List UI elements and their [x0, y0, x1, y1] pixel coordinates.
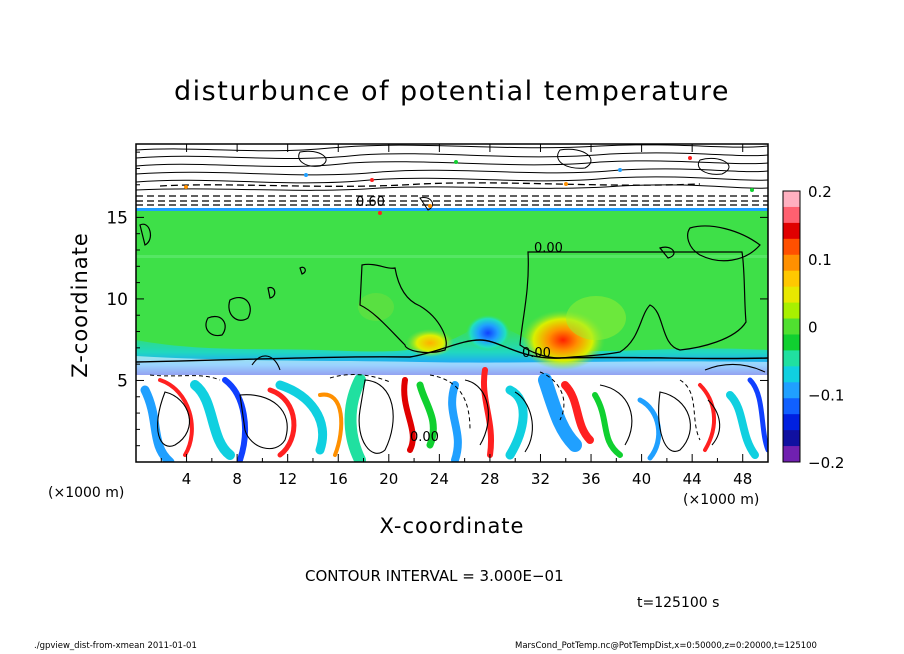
chart-title: disturbunce of potential temperature — [174, 76, 730, 107]
colorbar-swatch — [783, 270, 800, 288]
x-tick-label: 4 — [182, 470, 192, 488]
colorbar-swatch — [783, 286, 800, 304]
colorbar-swatch — [783, 430, 800, 447]
colorbar-tick-label: −0.2 — [808, 454, 844, 472]
contour-label-0.00-a: 0.00 — [534, 241, 563, 256]
colorbar-swatch — [783, 302, 800, 320]
colorbar-swatch — [783, 414, 800, 431]
lower-region-filaments — [140, 367, 768, 462]
colorbar-swatch — [783, 206, 800, 224]
mid-contours — [139, 223, 761, 359]
x-tick-label: 32 — [531, 470, 550, 488]
colorbar-tick-label: 0 — [808, 319, 818, 337]
colorbar-swatch — [783, 334, 800, 351]
y-tick-label: 5 — [117, 371, 128, 391]
contour-label-0.00-c: 0.00 — [410, 430, 439, 445]
x-unit-label-left: (×1000 m) — [48, 485, 125, 501]
colorbar-swatch — [783, 382, 800, 399]
x-unit-label-right: (×1000 m) — [683, 492, 760, 508]
x-tick-label: 12 — [278, 470, 297, 488]
colorbar-swatch — [783, 222, 800, 240]
colorbar-swatch — [783, 191, 800, 208]
heatmap-field — [136, 144, 768, 462]
x-tick-label: 8 — [232, 470, 242, 488]
lower-contours — [157, 355, 766, 454]
colorbar-swatch — [783, 446, 800, 463]
x-tick-label: 40 — [632, 470, 651, 488]
footer-script-name: ./gpview_dist-from-xmean 2011-01-01 — [34, 641, 197, 651]
colorbar: 0.2 0.1 0 −0.1 −0.2 — [782, 183, 844, 472]
colorbar-swatch — [783, 318, 800, 335]
colorbar-tick-label: 0.1 — [808, 251, 832, 269]
x-tick-label: 28 — [480, 470, 499, 488]
x-tick-label: 44 — [683, 470, 702, 488]
y-tick-label: 15 — [106, 208, 128, 228]
boundary-contour — [136, 339, 768, 363]
colorbar-swatch — [783, 254, 800, 272]
x-axis-label: X-coordinate — [379, 514, 525, 538]
colorbar-tick-label: −0.1 — [808, 386, 844, 404]
x-tick-label: 24 — [430, 470, 449, 488]
x-tick-label: 16 — [329, 470, 348, 488]
upper-specks — [184, 156, 754, 215]
x-tick-label: 48 — [733, 470, 752, 488]
upper-contours — [136, 144, 768, 211]
contour-label-0.60: 0.60 — [356, 195, 385, 210]
upper-contours-dashed — [136, 182, 768, 206]
colorbar-frame — [782, 190, 801, 463]
x-axis-ticks: 4 8 12 16 20 24 28 32 36 40 44 48 — [160, 144, 752, 488]
colorbar-swatch — [783, 366, 800, 383]
footer-data-source: MarsCond_PotTemp.nc@PotTempDist,x=0:5000… — [515, 641, 817, 651]
y-tick-label: 10 — [106, 290, 128, 310]
contour-label-0.00-b: 0.00 — [522, 346, 551, 361]
contour-interval-text: CONTOUR INTERVAL = 3.000E−01 — [305, 567, 564, 585]
plot-frame — [135, 143, 769, 463]
time-text: t=125100 s — [637, 595, 720, 611]
lower-contours-dashed — [149, 371, 701, 441]
x-tick-label: 36 — [581, 470, 600, 488]
x-tick-label: 20 — [379, 470, 398, 488]
colorbar-swatch — [783, 350, 800, 367]
y-axis-ticks: 5 10 15 — [106, 151, 768, 447]
colorbar-swatch — [783, 238, 800, 256]
colorbar-swatch — [783, 398, 800, 415]
colorbar-tick-label: 0.2 — [808, 183, 832, 201]
